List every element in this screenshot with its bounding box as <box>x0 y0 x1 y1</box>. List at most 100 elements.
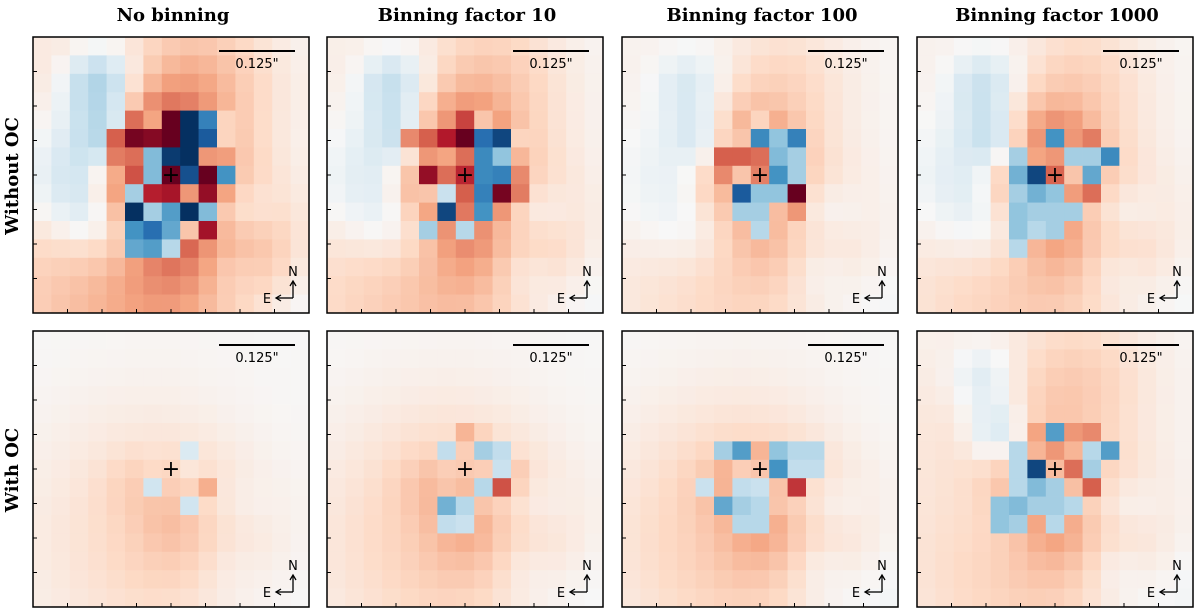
heat-cell <box>492 221 512 240</box>
heat-cell <box>953 92 973 111</box>
heat-cell <box>732 423 752 442</box>
heat-cell <box>1027 386 1047 405</box>
heat-cell <box>1101 202 1120 222</box>
heat-cell <box>272 515 291 534</box>
heat-cell <box>143 496 163 516</box>
heat-cell <box>695 184 715 203</box>
heat-cell <box>382 533 401 553</box>
heat-cell <box>1045 588 1065 608</box>
heat-cell <box>143 515 163 534</box>
heat-cell <box>990 423 1010 442</box>
heat-cell <box>161 551 181 571</box>
heat-cell <box>677 202 696 222</box>
heat-cell <box>327 459 346 479</box>
heat-cell <box>1064 221 1083 240</box>
heat-cell <box>198 349 218 369</box>
heat-cell <box>419 496 438 516</box>
heat-cell <box>1027 165 1047 185</box>
heat-cell <box>1101 239 1120 259</box>
heat-cell <box>935 515 955 534</box>
heat-cell <box>327 221 346 240</box>
heat-cell <box>455 73 475 93</box>
heat-cell <box>400 147 420 167</box>
heat-cell <box>640 202 660 222</box>
heat-cell <box>400 496 420 516</box>
heat-cell <box>1137 276 1157 295</box>
compass-north-head <box>878 279 886 287</box>
heat-cell <box>1174 478 1194 497</box>
heat-cell <box>345 221 365 240</box>
heat-cell <box>1082 423 1102 442</box>
heat-cell <box>69 441 89 461</box>
heat-cell <box>161 92 181 111</box>
heat-cell <box>824 404 844 424</box>
heat-cell <box>69 570 89 589</box>
heat-cell <box>732 551 752 571</box>
heat-cell <box>253 37 273 56</box>
heat-cell <box>622 533 641 553</box>
heat-cell <box>400 441 420 461</box>
heat-cell <box>972 276 991 295</box>
heat-cell <box>272 37 291 56</box>
heat-cell <box>547 404 567 424</box>
compass-north-label: N <box>877 265 887 280</box>
heat-cell <box>732 515 752 534</box>
heat-cell <box>953 404 973 424</box>
heat-cell <box>879 496 899 516</box>
heat-cell <box>400 276 420 295</box>
heat-cell <box>1045 73 1065 93</box>
heat-cell <box>658 257 678 277</box>
heat-cell <box>419 570 438 589</box>
heat-cell <box>1156 404 1175 424</box>
heat-cell <box>953 570 973 589</box>
heat-cell <box>125 423 144 442</box>
heat-cell <box>1064 367 1083 387</box>
heat-cell <box>1082 239 1102 259</box>
heat-cell <box>437 349 457 369</box>
heat-cell <box>419 404 438 424</box>
heat-cell <box>180 184 199 203</box>
heat-cell <box>806 551 825 571</box>
heat-cell <box>363 588 383 608</box>
heat-cell <box>180 257 199 277</box>
heat-cell <box>69 239 89 259</box>
heat-cell <box>1009 202 1028 222</box>
compass-north-head <box>1173 573 1181 581</box>
heat-cell <box>806 184 825 203</box>
heat-cell <box>658 221 678 240</box>
heat-cell <box>69 55 89 75</box>
heat-cell <box>345 147 365 167</box>
heat-cell <box>1174 55 1194 75</box>
heat-cell <box>658 588 678 608</box>
heat-cell <box>327 55 346 75</box>
heat-cell <box>363 165 383 185</box>
heat-cell <box>547 570 567 589</box>
heat-cell <box>714 294 733 314</box>
heat-cell <box>750 331 770 350</box>
heat-cell <box>935 276 955 295</box>
compass-north-label: N <box>288 559 298 574</box>
heat-cell <box>787 92 807 111</box>
heat-cell <box>290 129 310 148</box>
heat-cell <box>990 441 1010 461</box>
heat-cell <box>106 459 126 479</box>
heat-cell <box>1119 533 1139 553</box>
heat-cell <box>917 257 936 277</box>
heat-cell <box>787 239 807 259</box>
heat-cell <box>33 221 52 240</box>
column-title-no-binning: No binning <box>117 5 230 26</box>
heat-cell <box>474 496 493 516</box>
heat-cell <box>198 533 218 553</box>
heat-cell <box>474 73 493 93</box>
heat-cell <box>972 202 991 222</box>
heat-cell <box>437 92 457 111</box>
heat-cell <box>879 55 899 75</box>
heat-cell <box>879 202 899 222</box>
heat-cell <box>51 515 71 534</box>
heat-cell <box>972 386 991 405</box>
heat-cell <box>382 147 401 167</box>
heat-cell <box>917 202 936 222</box>
heat-cell <box>51 331 71 350</box>
heat-cell <box>972 129 991 148</box>
